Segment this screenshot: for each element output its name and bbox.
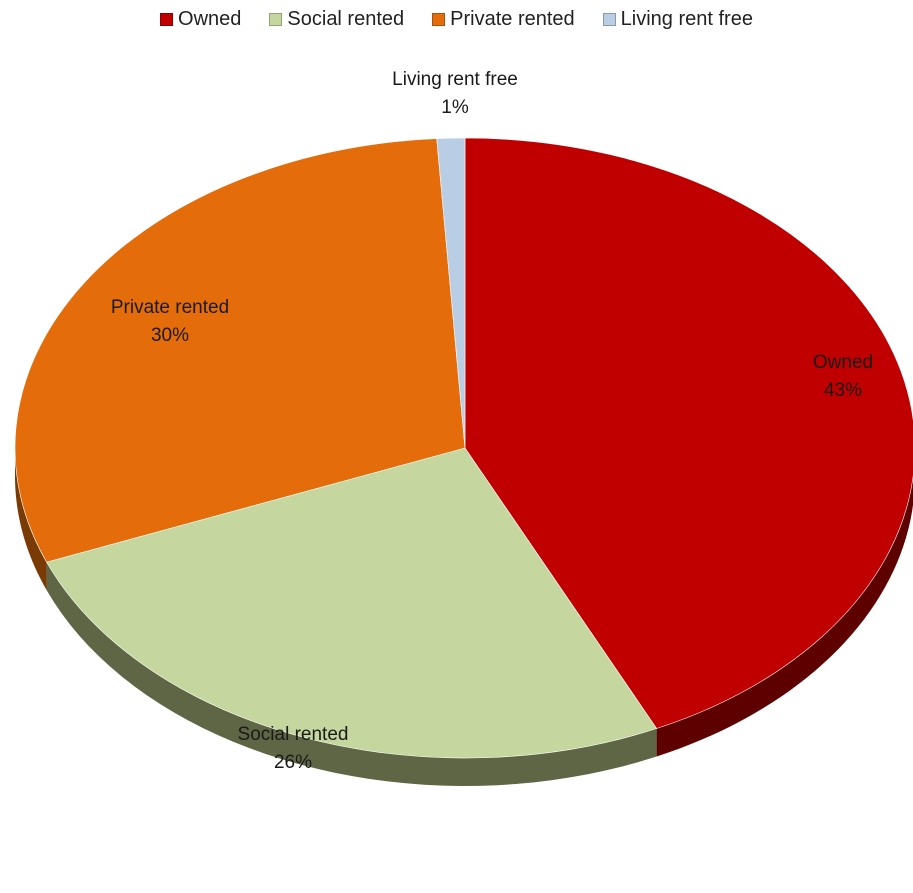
legend-item-private-rented[interactable]: Private rented <box>432 8 575 31</box>
pie-slices <box>14 137 913 759</box>
pie-data-labels: Owned 43% Social rented 26% Private rented 30… <box>111 69 873 773</box>
legend-item-owned[interactable]: Owned <box>160 8 241 31</box>
pie-slice-private-rented[interactable] <box>14 138 466 563</box>
legend-item-living-rent-free[interactable]: Living rent free <box>602 7 753 31</box>
legend-swatch-social-rented <box>269 12 283 26</box>
pie-slice-social-rented[interactable] <box>46 447 658 759</box>
data-label-value-owned: 43% <box>824 380 862 401</box>
legend-label-private-rented: Private rented <box>450 7 575 30</box>
legend: Owned Social rented Private rented Livin… <box>0 6 913 32</box>
legend-label-living-rent-free: Living rent free <box>620 7 753 30</box>
data-label-value-private-rented: 30% <box>151 325 189 346</box>
pie-slice-living-rent-free[interactable] <box>436 137 466 449</box>
pie-side-social-rented <box>46 562 657 786</box>
pie-sides <box>15 448 913 786</box>
data-label-category-living-rent-free: Living rent free <box>392 69 518 90</box>
data-label-value-social-rented: 26% <box>274 752 312 773</box>
data-label-category-social-rented: Social rented <box>238 724 349 745</box>
pie-side-owned <box>656 476 913 757</box>
legend-label-social-rented: Social rented <box>287 7 405 30</box>
pie-side-private-rented <box>15 448 47 591</box>
pie-slice-owned[interactable] <box>464 137 913 729</box>
data-label-category-owned: Owned <box>813 352 873 373</box>
data-label-category-private-rented: Private rented <box>111 297 229 318</box>
legend-swatch-living-rent-free <box>602 12 616 26</box>
data-label-value-living-rent-free: 1% <box>441 97 469 118</box>
legend-swatch-private-rented <box>432 12 446 26</box>
legend-label-owned: Owned <box>178 7 242 30</box>
legend-swatch-owned <box>160 12 174 26</box>
legend-item-social-rented[interactable]: Social rented <box>269 8 404 31</box>
